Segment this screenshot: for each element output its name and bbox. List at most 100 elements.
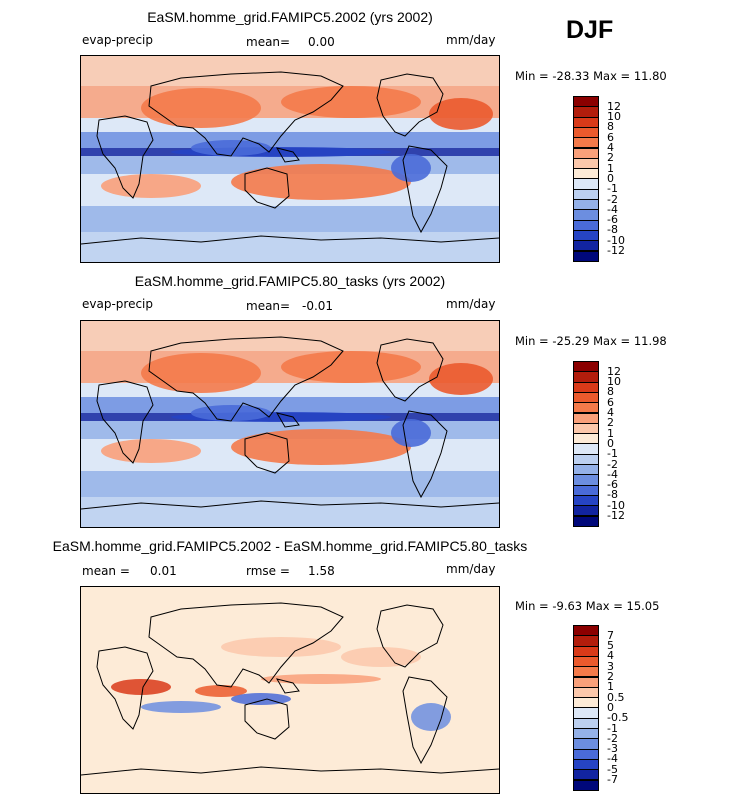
colorbar-swatch [573,779,599,791]
colorbar-tick-label: 0 [607,171,614,185]
field-patch [141,701,221,713]
field-band [81,397,499,413]
colorbar-tick-label: 1 [607,426,614,440]
field-band [81,321,499,351]
panel-3-colorbar: 7 5 4 3 2 1 0.5 0 -0.5 -1 -2 -3 -4 -5 -7 [573,625,628,791]
field-patch [191,140,271,156]
panel-2-map [80,320,500,528]
field-patch [391,419,431,447]
field-patch [221,637,341,657]
panel-1-units: mm/day [446,33,496,47]
field-patch [141,88,261,128]
panel-2-min-value: -25.29 [552,334,590,348]
season-label: DJF [566,16,614,44]
coastline [96,380,154,464]
colorbar-tick-label: 10 [607,375,621,389]
panel-3-map-svg [81,587,499,793]
panel-2-max-value: 11.98 [633,334,667,348]
coastline [148,71,344,157]
coastline [402,676,448,765]
panel-1-mean-label: mean= [246,35,291,49]
panel-3-max-label: Max = [585,599,623,613]
field-patch [261,674,381,684]
coastline [244,698,290,740]
panel-2-minmax: Min = -25.29 Max = 11.98 [515,334,667,348]
panel-1-variable-label: evap-precip [82,33,154,47]
field-band [81,232,499,262]
colorbar-tick-label: 2 [607,670,614,683]
field-patch [341,647,421,667]
coastline [81,235,499,245]
colorbar-tick-label: -7 [607,773,618,786]
field-patch [391,154,431,182]
colorbar-tick-label: 2 [607,151,614,165]
panel-2-mean-value: -0.01 [302,299,334,313]
coastline [96,115,154,199]
field-patch [411,703,451,731]
colorbar-tick-label: -4 [607,752,618,766]
panel-3-rmse-label: rmse = [246,564,290,578]
colorbar-tick-label: 6 [607,395,614,409]
colorbar-tick-label: -10 [607,233,625,247]
panel-1-max-label: Max = [593,69,631,83]
panel-3-mean-value: 0.01 [150,564,177,578]
colorbar-tick-label: 5 [607,639,614,653]
panel-2-variable-label: evap-precip [82,297,154,311]
field-band [81,471,499,497]
field-patch [281,86,421,118]
coastline [148,336,344,422]
coastline [275,678,300,694]
field-band [81,56,499,86]
colorbar-tick-label: 10 [607,110,621,124]
colorbar-tick-label: -12 [607,244,625,257]
colorbar-tick-label: 4 [607,141,614,154]
coastline [402,410,448,499]
colorbar-tick-label: -6 [607,213,618,227]
coastline [244,432,290,474]
colorbar-tick-label: -1 [607,182,618,196]
field-band [81,497,499,527]
coastline [402,145,448,234]
panel-1-title: EaSM.homme_grid.FAMIPC5.2002 (yrs 2002) [147,9,433,25]
colorbar-tick-label: -2 [607,731,618,745]
colorbar-tick-label: -3 [607,742,618,756]
colorbar-tick-label: -6 [607,478,618,492]
panel-3-min-label: Min = [515,599,549,613]
colorbar-tick-label: 6 [607,130,614,144]
field-band [81,132,499,148]
field-patch [141,353,261,393]
field-patch [195,685,247,697]
coastline [275,412,300,428]
field-patch [111,679,171,695]
colorbar-tick-label: 3 [607,659,614,673]
coastline [81,500,499,510]
colorbar-swatch [573,250,599,262]
panel-3-minmax: Min = -9.63 Max = 15.05 [515,599,659,613]
colorbar-tick-label: -5 [607,762,618,776]
colorbar-swatch [573,515,599,527]
coastline [376,338,444,402]
colorbar-tick-label: 0 [607,436,614,450]
colorbar-tick-label: 8 [607,385,614,399]
panel-3-max-value: 15.05 [626,599,660,613]
panel-1-max-value: 11.80 [633,69,667,83]
coastline [376,73,444,137]
field-patch [191,405,271,421]
colorbar-tick-label: 12 [607,364,621,378]
panel-3-map [80,586,500,794]
colorbar-tick-label: -8 [607,488,618,502]
coastline [148,602,344,688]
panel-3-units: mm/day [446,562,496,576]
panel-1-map-svg [81,56,499,262]
colorbar-tick-label: 0 [607,700,614,714]
panel-1-map [80,55,500,263]
colorbar-tick-label: 0.5 [607,690,625,704]
coastline [275,147,300,163]
panel-3-title: EaSM.homme_grid.FAMIPC5.2002 - EaSM.homm… [52,538,528,554]
field-patch [281,351,421,383]
colorbar-tick-label: 4 [607,406,614,419]
field-patch [429,363,493,395]
panel-1-colorbar: 12 10 8 6 4 2 1 0 -1 -2 -4 -6 -8 -10 -12 [573,96,625,262]
panel-3-mean-label: mean = [82,564,130,578]
panel-3-min-value: -9.63 [552,599,583,613]
